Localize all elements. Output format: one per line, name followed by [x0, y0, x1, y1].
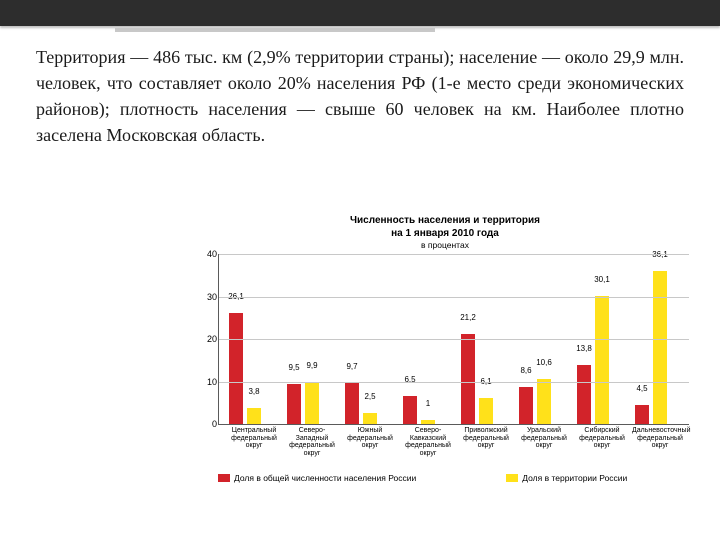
- chart-plot-area: 010203040 26,13,8Центральный федеральный…: [218, 254, 689, 425]
- grid-line: [219, 339, 689, 340]
- legend-swatch-red: [218, 474, 230, 482]
- category-label: Южный федеральный округ: [342, 424, 398, 450]
- grid-line: [219, 254, 689, 255]
- legend-item-territory: Доля в территории России: [506, 473, 627, 483]
- y-tick-label: 10: [197, 377, 217, 387]
- grid-line: [219, 297, 689, 298]
- grid-line: [219, 382, 689, 383]
- category-label: Северо-Кавказский федеральный округ: [400, 424, 456, 458]
- bar-territory: [653, 271, 667, 424]
- category-label: Дальневосточный федеральный округ: [632, 424, 688, 450]
- y-tick-label: 40: [197, 249, 217, 259]
- population-territory-chart: Численность населения и территория на 1 …: [200, 215, 690, 483]
- bar-population: [635, 405, 649, 424]
- bar-territory: [595, 296, 609, 424]
- chart-legend: Доля в общей численности населения Росси…: [218, 473, 690, 483]
- bar-territory: [537, 379, 551, 424]
- y-tick-label: 30: [197, 292, 217, 302]
- chart-title-line1: Численность населения и территория: [350, 215, 540, 226]
- bar-territory: [363, 413, 377, 424]
- y-tick-label: 20: [197, 334, 217, 344]
- bar-population: [229, 313, 243, 424]
- legend-label-population: Доля в общей численности населения Росси…: [234, 473, 416, 483]
- bar-territory: [479, 398, 493, 424]
- bar-value-label: 9,9: [297, 361, 327, 370]
- category-label: Сибирский федеральный округ: [574, 424, 630, 450]
- accent-line: [115, 28, 435, 32]
- bar-territory: [247, 408, 261, 424]
- bar-population: [577, 365, 591, 424]
- legend-item-population: Доля в общей численности населения Росси…: [218, 473, 416, 483]
- bar-value-label: 1: [413, 399, 443, 408]
- bar-population: [345, 383, 359, 424]
- category-label: Центральный федеральный округ: [226, 424, 282, 450]
- bar-value-label: 21,2: [453, 313, 483, 322]
- category-label: Северо-Западный федеральный округ: [284, 424, 340, 458]
- bar-territory: [305, 382, 319, 424]
- bar-value-label: 9,7: [337, 362, 367, 371]
- bar-value-label: 10,6: [529, 358, 559, 367]
- bar-population: [287, 384, 301, 424]
- bar-value-label: 2,5: [355, 392, 385, 401]
- slide-top-strip: [0, 0, 720, 26]
- y-tick-label: 0: [197, 419, 217, 429]
- bar-value-label: 6,5: [395, 375, 425, 384]
- chart-subtitle: в процентах: [200, 240, 690, 250]
- bar-population: [519, 387, 533, 424]
- legend-swatch-yellow: [506, 474, 518, 482]
- bar-value-label: 3,8: [239, 387, 269, 396]
- chart-title-line2: на 1 января 2010 года: [391, 228, 499, 239]
- bar-value-label: 30,1: [587, 275, 617, 284]
- category-label: Уральский федеральный округ: [516, 424, 572, 450]
- category-label: Приволжский федеральный округ: [458, 424, 514, 450]
- body-paragraph: Территория — 486 тыс. км (2,9% территори…: [36, 44, 684, 148]
- chart-title: Численность населения и территория на 1 …: [200, 215, 690, 240]
- legend-label-territory: Доля в территории России: [522, 473, 627, 483]
- bar-value-label: 8,6: [511, 366, 541, 375]
- paragraph-text: Территория — 486 тыс. км (2,9% территори…: [36, 44, 684, 148]
